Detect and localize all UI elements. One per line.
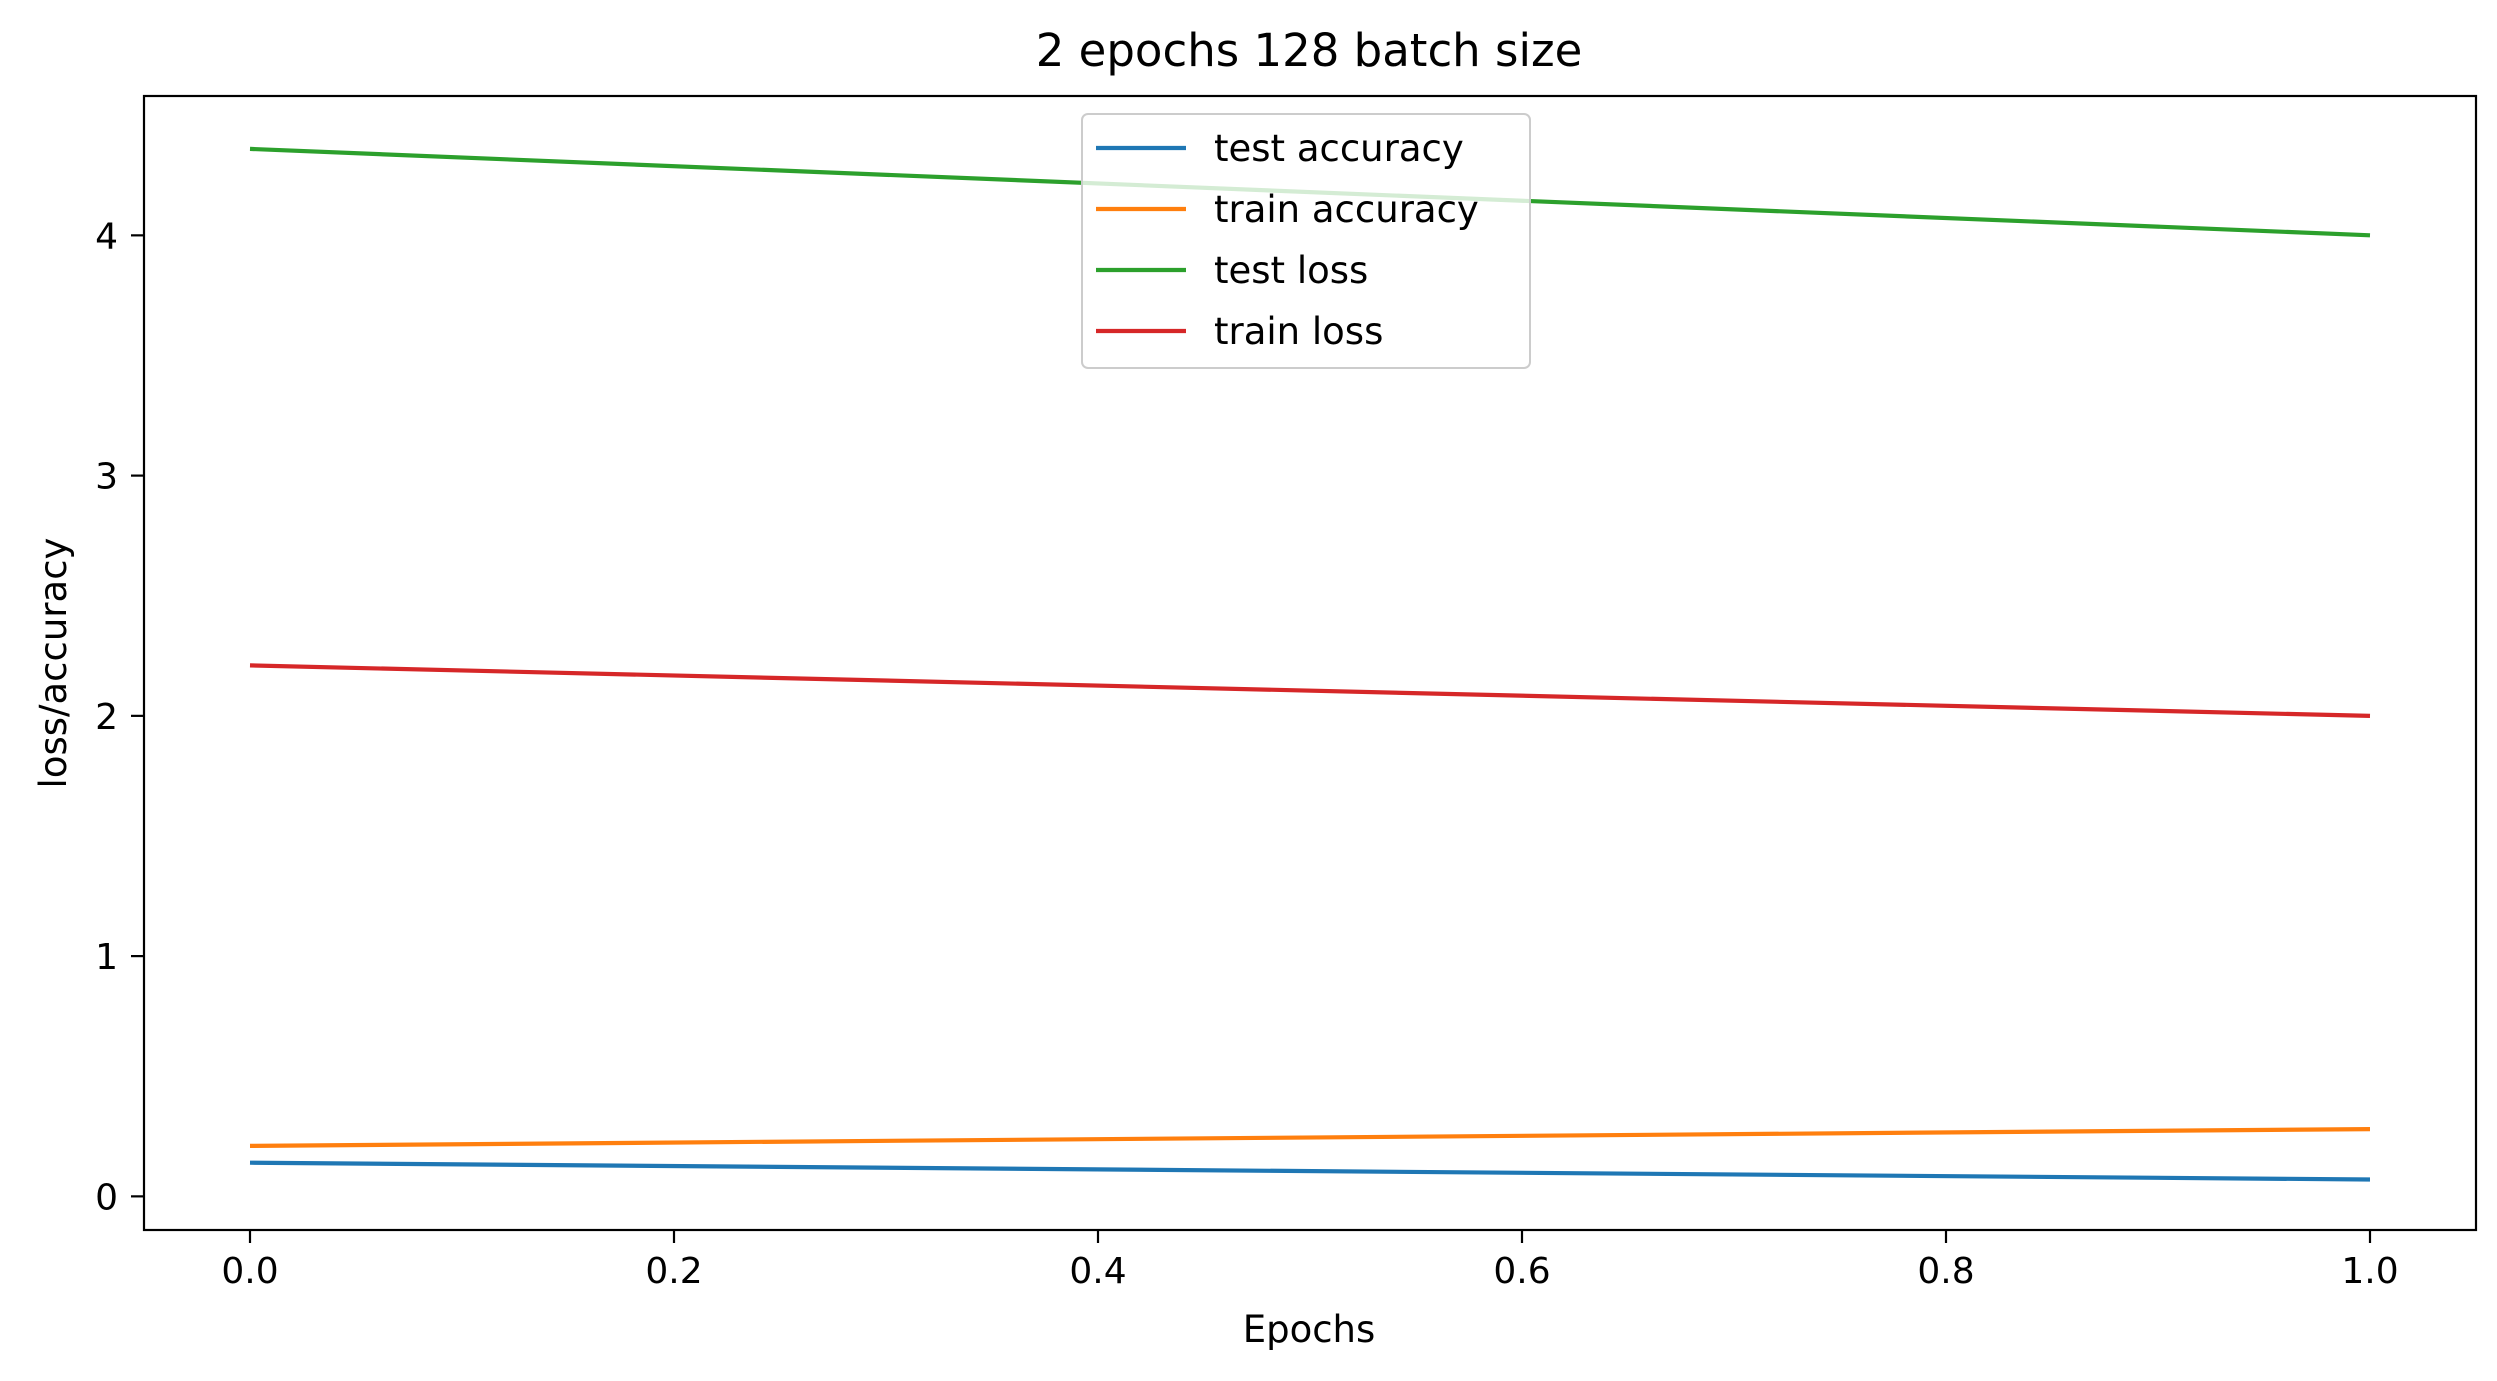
legend-label-train-accuracy: train accuracy [1214,188,1479,231]
y-tick-label: 2 [95,697,118,738]
y-tick-label: 3 [95,457,118,498]
x-axis-label: Epochs [1243,1308,1376,1351]
y-axis-label: loss/accuracy [32,538,75,789]
chart-title: 2 epochs 128 batch size [1036,24,1583,77]
legend-label-test-loss: test loss [1214,249,1368,292]
legend-label-test-accuracy: test accuracy [1214,127,1464,170]
y-axis: 0 1 2 3 4 [95,216,144,1218]
y-tick-label: 0 [95,1177,118,1218]
x-tick-label: 0.0 [221,1251,278,1292]
series-line-train-loss [249,663,2371,718]
x-tick-label: 0.2 [645,1251,702,1292]
y-tick-label: 4 [95,216,118,257]
series-line-train-accuracy [249,1127,2371,1148]
legend: test accuracy train accuracy test loss trai… [1081,113,1531,369]
x-tick-label: 0.8 [1917,1251,1974,1292]
x-tick-label: 1.0 [2341,1251,2398,1292]
legend-box [1081,113,1531,369]
plot-frame [142,94,2478,1232]
y-tick-label: 1 [95,937,118,978]
x-axis: 0.0 0.2 0.4 0.6 0.8 1.0 [221,1230,2399,1292]
x-tick-label: 0.6 [1493,1251,1550,1292]
x-tick-label: 0.4 [1069,1251,1126,1292]
legend-label-train-loss: train loss [1214,310,1383,353]
series-line-test-accuracy [249,1160,2371,1182]
